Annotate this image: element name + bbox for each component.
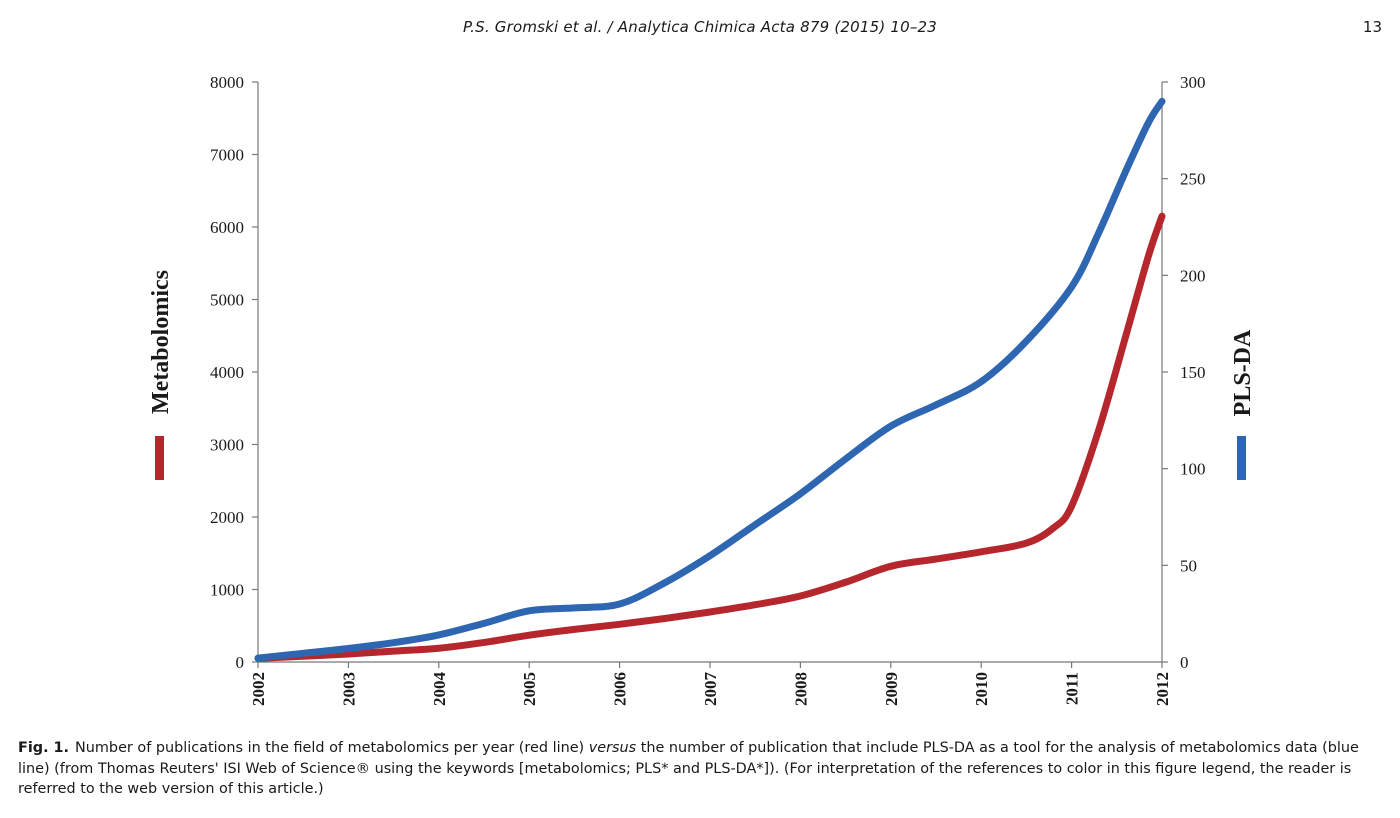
right-tick-label: 50 (1180, 556, 1197, 575)
right-tick-label: 250 (1180, 170, 1206, 189)
right-tick-label: 150 (1180, 363, 1206, 382)
x-tick-label: 2011 (1063, 672, 1082, 705)
x-tick-label: 2010 (972, 672, 991, 706)
caption-text-2: the number of publication that include P… (18, 740, 1359, 797)
metabolomics-series-line (254, 212, 1166, 662)
figure-label: Fig. 1. (18, 740, 70, 756)
page-number: 13 (1362, 18, 1382, 36)
right-tick-label: 200 (1180, 266, 1206, 285)
caption-italic: versus (588, 740, 637, 756)
left-axis-title: Metabolomics (148, 270, 174, 414)
running-title: P.S. Gromski et al. / Analytica Chimica … (462, 18, 938, 36)
left-tick-label: 3000 (210, 436, 244, 455)
left-tick-label: 0 (236, 653, 245, 672)
x-tick-label: 2012 (1153, 672, 1172, 706)
caption-text-1: Number of publications in the field of m… (75, 740, 589, 756)
page-header: P.S. Gromski et al. / Analytica Chimica … (0, 14, 1400, 38)
left-tick-label: 2000 (210, 508, 244, 527)
x-tick-label: 2002 (249, 672, 268, 706)
left-tick-label: 4000 (210, 363, 244, 382)
metabolomics-legend-swatch (155, 436, 164, 480)
right-axis-title: PLS-DA (1230, 329, 1256, 416)
pls-da-legend-swatch (1237, 436, 1246, 480)
x-tick-label: 2005 (520, 672, 539, 706)
x-tick-label: 2008 (791, 672, 810, 706)
publications-chart: 0 1000 2000 3000 4000 5000 6000 7000 8000 0 50 100 1… (148, 73, 1256, 707)
figure-caption: Fig. 1. Number of publications in the fie… (18, 738, 1384, 800)
left-tick-label: 7000 (210, 146, 244, 165)
x-tick-label: 2004 (430, 672, 449, 707)
left-tick-label: 6000 (210, 218, 244, 237)
pls-da-series-line (254, 97, 1166, 662)
right-tick-label: 100 (1180, 460, 1206, 479)
x-tick-label: 2006 (611, 672, 630, 706)
x-tick-label: 2009 (882, 672, 901, 706)
right-tick-label: 300 (1180, 73, 1206, 92)
left-tick-label: 1000 (210, 581, 244, 600)
right-tick-label: 0 (1180, 653, 1189, 672)
x-tick-label: 2007 (701, 672, 720, 707)
x-tick-label: 2003 (339, 672, 358, 706)
left-tick-label: 8000 (210, 73, 244, 92)
left-tick-label: 5000 (210, 291, 244, 310)
